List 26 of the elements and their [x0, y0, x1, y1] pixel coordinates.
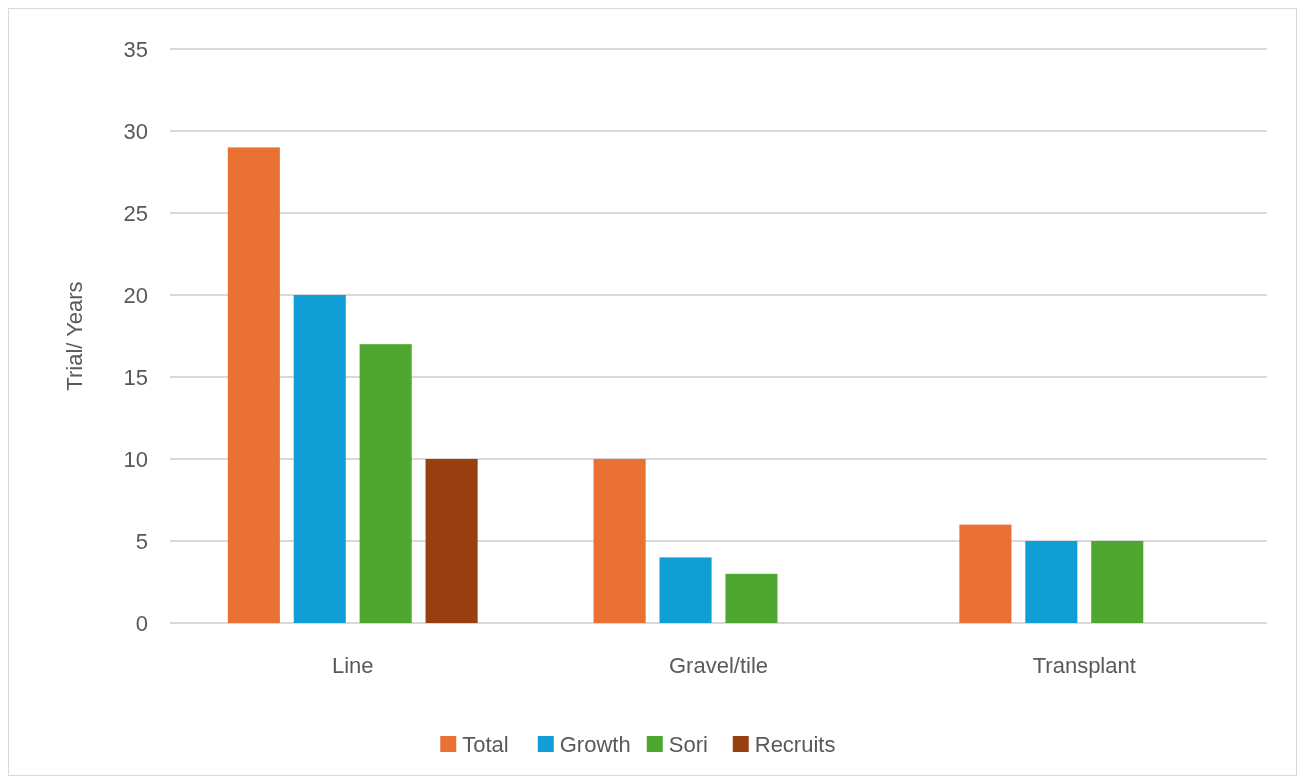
legend-label: Growth	[559, 731, 631, 757]
y-tick-label: 5	[135, 528, 148, 554]
bar	[227, 147, 280, 623]
legend-label: Recruits	[754, 731, 836, 757]
y-tick-label: 15	[123, 364, 148, 390]
y-tick-label: 0	[135, 610, 148, 636]
bar	[425, 459, 478, 623]
y-tick-label: 25	[123, 200, 148, 226]
bar	[725, 573, 778, 623]
bar	[293, 295, 346, 623]
legend-label: Sori	[668, 731, 708, 757]
bar	[1091, 541, 1144, 623]
bar	[959, 524, 1012, 623]
y-tick-label: 30	[123, 118, 148, 144]
bar	[593, 459, 646, 623]
y-axis-title: Trial/ Years	[62, 281, 87, 391]
x-tick-label: Gravel/tile	[668, 653, 769, 678]
x-tick-label: Line	[331, 653, 374, 678]
legend-label: Total	[462, 731, 509, 757]
bar	[659, 557, 712, 623]
bar	[359, 344, 412, 623]
bar	[1025, 541, 1078, 623]
y-tick-label: 20	[123, 282, 148, 308]
y-tick-label: 10	[123, 446, 148, 472]
y-tick-label: 35	[123, 36, 148, 62]
x-tick-label: Transplant	[1032, 653, 1136, 678]
